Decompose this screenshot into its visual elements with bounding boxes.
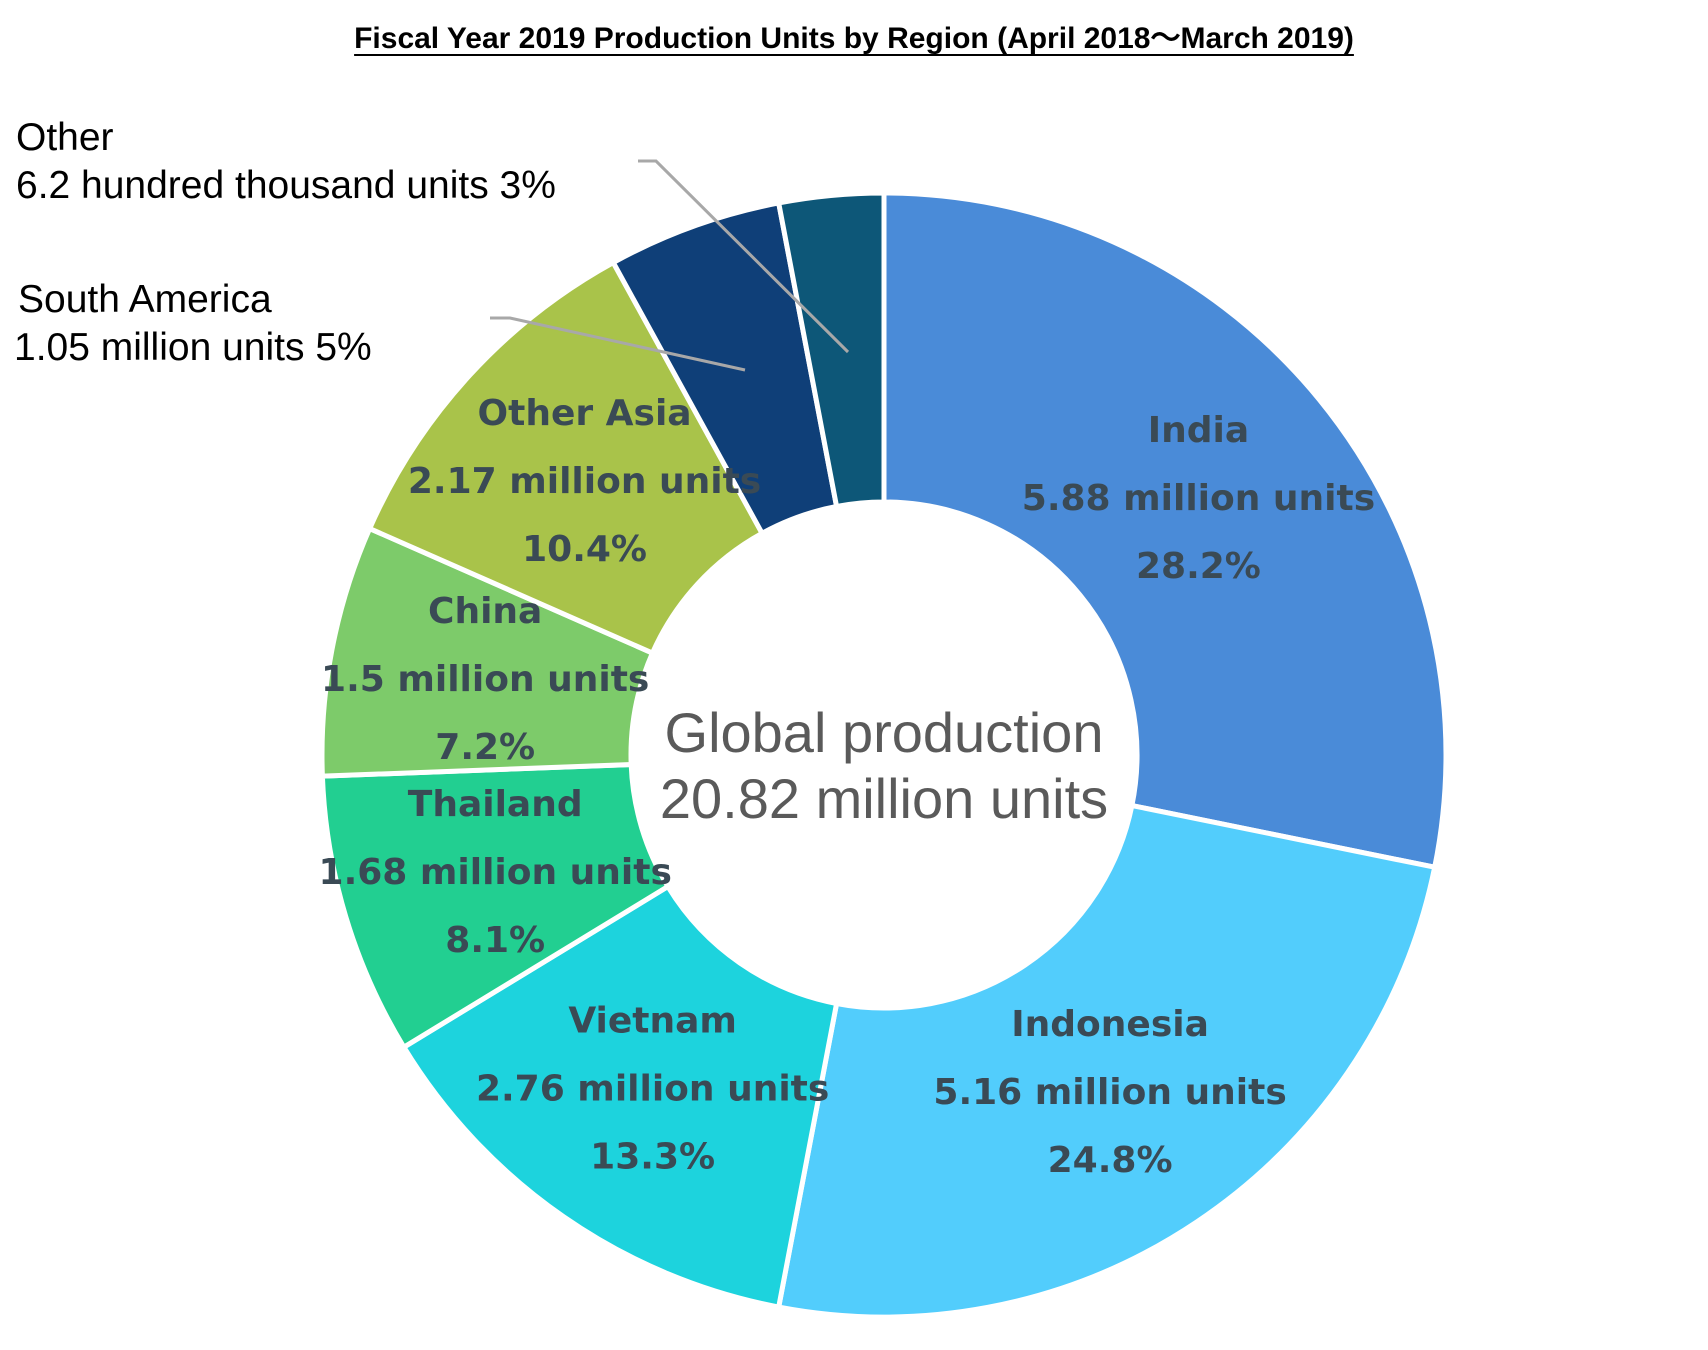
label-china-value: 1.5 million units xyxy=(321,659,649,700)
leader-line-south-america xyxy=(490,316,746,372)
donut-slices xyxy=(319,190,1449,1320)
slice-vietnam xyxy=(400,883,840,1310)
label-other-asia-name: Other Asia xyxy=(478,393,692,434)
label-china-name: China xyxy=(428,591,542,632)
label-vietnam-percent: 13.3% xyxy=(590,1137,715,1178)
center-label-line-1: Global production xyxy=(665,701,1104,764)
label-india-percent: 28.2% xyxy=(1136,546,1261,587)
slice-thailand xyxy=(319,761,672,1051)
label-thailand-value: 1.68 million units xyxy=(319,852,672,893)
label-china-percent: 7.2% xyxy=(435,727,535,768)
label-indonesia-name: Indonesia xyxy=(1011,1004,1209,1045)
chart-title: Fiscal Year 2019 Production Units by Reg… xyxy=(354,22,1354,55)
leader-line-other xyxy=(638,159,850,354)
label-indonesia-value: 5.16 million units xyxy=(933,1072,1286,1113)
label-india-value: 5.88 million units xyxy=(1022,478,1375,519)
slice-other xyxy=(775,190,887,510)
label-vietnam-value: 2.76 million units xyxy=(476,1069,829,1110)
label-south-america-value: 1.05 million units 5% xyxy=(14,326,372,369)
label-other-value: 6.2 hundred thousand units 3% xyxy=(16,164,556,207)
leader-lines xyxy=(490,159,850,372)
label-thailand-name: Thailand xyxy=(408,784,583,825)
slice-indonesia xyxy=(775,802,1438,1320)
slice-labels: India 5.88 million units 28.2% Indonesia 5.1… xyxy=(14,116,1375,1181)
label-other-name: Other xyxy=(16,116,114,159)
label-south-america-name: South America xyxy=(18,278,272,321)
slice-other-asia xyxy=(366,259,766,657)
label-vietnam-name: Vietnam xyxy=(568,1001,737,1042)
label-india-name: India xyxy=(1148,410,1249,451)
label-indonesia-percent: 24.8% xyxy=(1048,1140,1173,1181)
slice-india xyxy=(881,190,1449,871)
label-other-asia-percent: 10.4% xyxy=(522,529,647,570)
label-thailand-percent: 8.1% xyxy=(445,920,545,961)
center-label-line-2: 20.82 million units xyxy=(660,767,1108,830)
label-other-asia-value: 2.17 million units xyxy=(408,461,761,502)
